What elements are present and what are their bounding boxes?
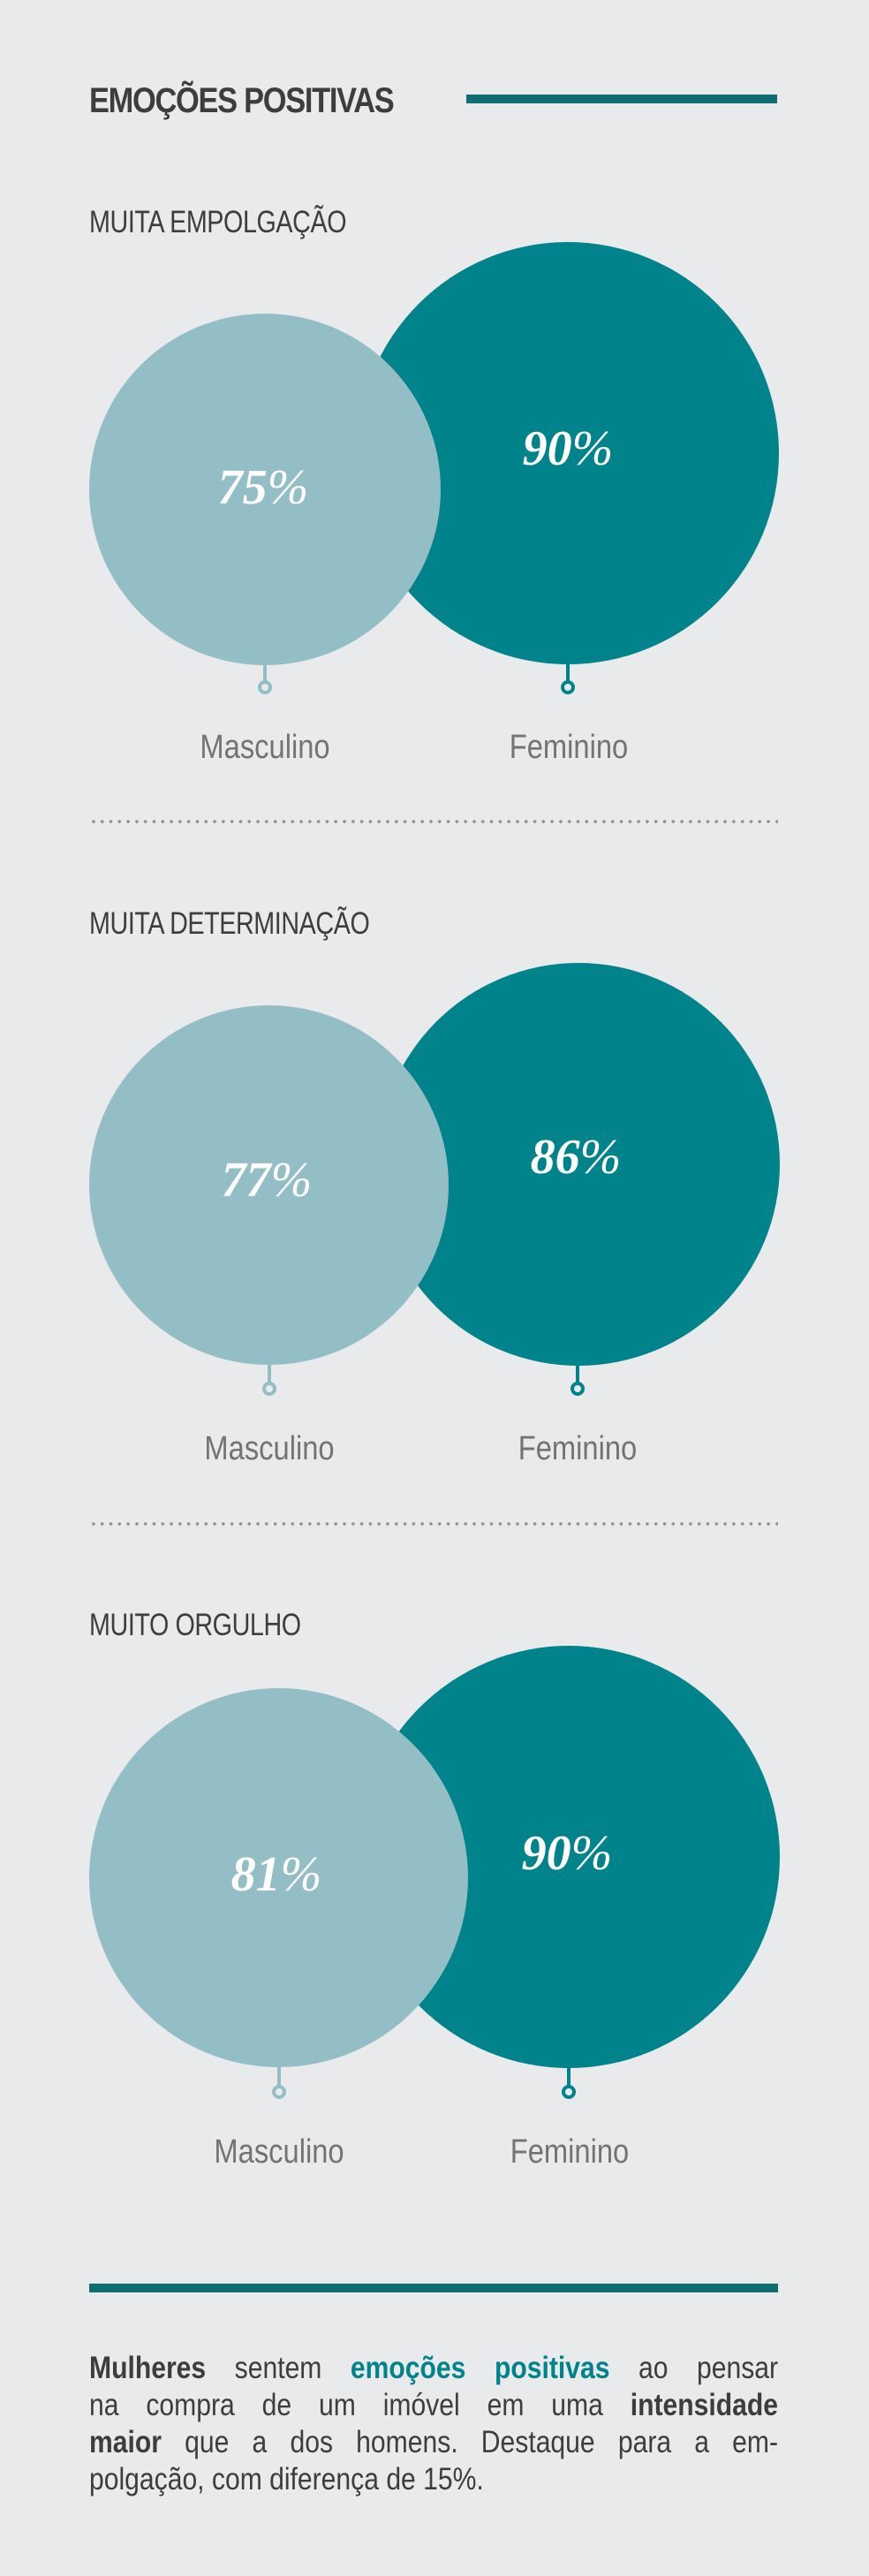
male-legend-label: Masculino [214,2133,344,2171]
section-label: MUITA EMPOLGAÇÃO [89,205,347,239]
female-percentage: 90% [522,421,614,476]
section-label: MUITA DETERMINAÇÃO [89,906,370,941]
male-percentage: 81% [230,1847,322,1902]
female-percentage: 90% [521,1826,613,1881]
female-pin-stem [566,663,570,682]
female-legend-label: Feminino [509,729,629,766]
male-bubble [89,314,441,665]
summary-line: polgação, com diferença de 15%. [89,2462,484,2496]
female-legend-label: Feminino [510,2133,630,2171]
summary-text: Mulheres sentem emoções positivas ao pen… [89,2350,778,2498]
summary-line: na compra de um imóvel em uma intensidad… [89,2388,779,2422]
section-label: MUITO ORGULHO [89,1608,301,1642]
chart-title: EMOÇÕES POSITIVAS [89,81,395,120]
male-legend-label: Masculino [200,729,330,766]
dotted-divider [89,820,778,823]
summary-line: Mulheres sentem emoções positivas ao pen… [89,2351,779,2385]
male-pin-ring-icon [272,2085,286,2099]
male-pin-stem [263,664,267,682]
title-rule [466,95,777,103]
female-pin-stem [576,1364,579,1383]
male-pin-stem [268,1364,271,1383]
female-pin-ring-icon [562,2085,576,2099]
summary-line: maior que a dos homens. Destaque para a … [89,2425,779,2459]
male-bubble [89,1688,468,2067]
summary-rule [89,2284,778,2292]
female-percentage: 86% [530,1130,622,1185]
female-pin-ring-icon [571,1382,585,1396]
male-pin-ring-icon [262,1382,276,1396]
male-percentage: 77% [221,1153,313,1208]
dotted-divider [89,1522,778,1526]
male-bubble [89,1005,449,1365]
male-pin-stem [277,2065,281,2087]
female-pin-ring-icon [561,680,575,694]
female-pin-stem [567,2065,571,2087]
male-percentage: 75% [217,460,309,515]
male-legend-label: Masculino [204,1430,335,1467]
male-pin-ring-icon [258,680,272,694]
female-legend-label: Feminino [518,1430,638,1467]
